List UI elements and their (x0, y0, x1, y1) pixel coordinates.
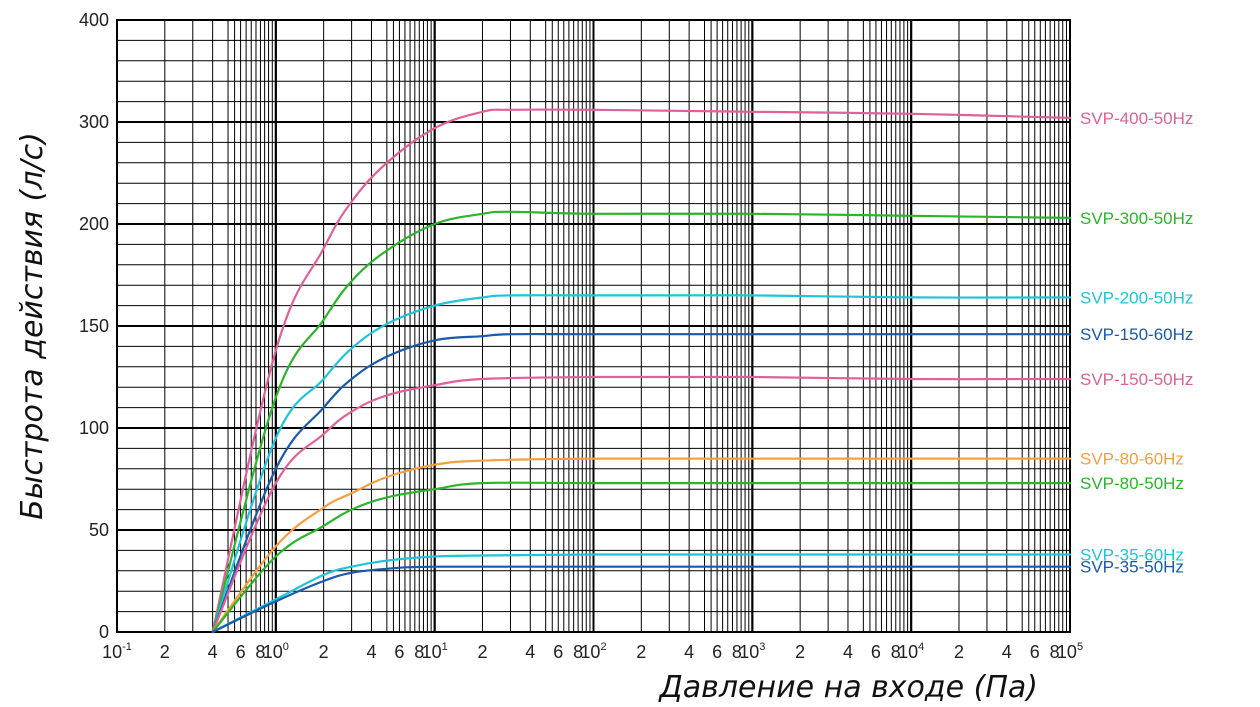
series-label-svp-300-50hz: SVP-300-50Hz (1080, 209, 1193, 228)
x-tick-label: 6 (871, 642, 881, 662)
x-tick-label: 103 (739, 641, 765, 662)
x-tick-label: 6 (712, 642, 722, 662)
x-tick-label: 105 (1057, 641, 1083, 662)
x-tick-label: 8 (732, 642, 742, 662)
x-tick-label: 2 (636, 642, 646, 662)
x-tick-label: 6 (1030, 642, 1040, 662)
y-tick-label: 300 (79, 112, 109, 132)
y-tick-label: 400 (79, 10, 109, 30)
series-labels: SVP-400-50Hz SVP-300-50Hz SVP-200-50Hz SVP-… (1080, 109, 1193, 577)
x-tick-label: 2 (954, 642, 964, 662)
series-label-svp-400-50hz: SVP-400-50Hz (1080, 109, 1193, 128)
x-tick-label: 6 (236, 642, 246, 662)
series-line-svp-80-50hz (211, 481, 1072, 634)
series-line-svp-80-60hz (211, 457, 1072, 634)
x-tick-label: 100 (263, 641, 289, 662)
x-tick-label: 8 (891, 642, 901, 662)
x-tick-label: 4 (208, 642, 218, 662)
series-line-svp-150-50hz (211, 375, 1072, 634)
x-tick-label: 4 (366, 642, 376, 662)
series-label-svp-80-60hz: SVP-80-60Hz (1080, 450, 1184, 469)
x-tick-label: 10-1 (102, 641, 132, 662)
x-tick-label: 102 (580, 641, 606, 662)
y-tick-label: 0 (99, 622, 109, 642)
series-label-svp-200-50hz: SVP-200-50Hz (1080, 288, 1193, 307)
x-tick-label: 8 (573, 642, 583, 662)
x-tick-label: 8 (414, 642, 424, 662)
x-tick-label: 6 (553, 642, 563, 662)
series-label-svp-35-50hz: SVP-35-50Hz (1080, 558, 1184, 577)
x-tick-label: 104 (898, 641, 924, 662)
x-tick-label: 4 (525, 642, 535, 662)
y-axis-ticks: 0 50 100 150 200 300 400 (79, 10, 109, 642)
plot-frame (116, 19, 1071, 633)
series-label-svp-150-50hz: SVP-150-50Hz (1080, 370, 1193, 389)
x-tick-label: 2 (160, 642, 170, 662)
series-label-svp-150-60hz: SVP-150-60Hz (1080, 325, 1193, 344)
x-tick-label: 101 (422, 641, 448, 662)
series-line-svp-150-60hz (211, 332, 1072, 634)
x-tick-label: 4 (684, 642, 694, 662)
x-tick-label: 8 (255, 642, 265, 662)
chart-curves (211, 108, 1072, 634)
series-line-svp-200-50hz (211, 294, 1072, 634)
series-label-svp-80-50hz: SVP-80-50Hz (1080, 474, 1184, 493)
y-axis-title: Быстрота действия (л/с) (15, 132, 50, 520)
y-tick-label: 50 (89, 520, 109, 540)
x-axis-title: Давление на входе (Па) (657, 670, 1038, 705)
y-tick-label: 150 (79, 316, 109, 336)
x-tick-label: 4 (843, 642, 853, 662)
x-tick-label: 8 (1050, 642, 1060, 662)
x-tick-label: 4 (1002, 642, 1012, 662)
series-line-svp-35-50hz (211, 565, 1072, 634)
x-tick-label: 2 (477, 642, 487, 662)
x-tick-label: 6 (394, 642, 404, 662)
series-line-svp-400-50hz (211, 108, 1072, 634)
series-label-svp-35-60hz: SVP-35-60Hz (1080, 545, 1184, 564)
series-line-svp-300-50hz (211, 210, 1072, 634)
series-line-svp-35-60hz (211, 553, 1072, 634)
x-tick-label: 2 (319, 642, 329, 662)
y-tick-label: 100 (79, 418, 109, 438)
chart-grid (116, 19, 1071, 633)
y-tick-label: 200 (79, 214, 109, 234)
x-tick-label: 2 (795, 642, 805, 662)
